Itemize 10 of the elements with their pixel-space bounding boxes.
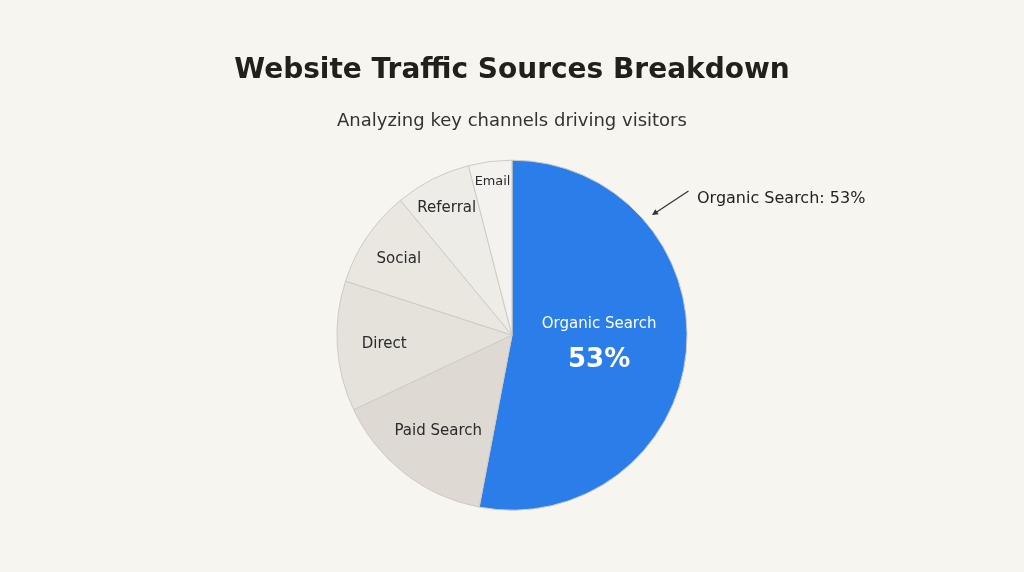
slice-label: Paid Search [394,421,482,440]
slice-label: Organic Search [541,313,657,332]
chart-title: Website Traffic Sources Breakdown [234,51,790,85]
text: Organic Search: 53% [697,188,866,207]
slice-label: Direct [361,334,407,353]
slice-label: Email [474,173,511,189]
slice-label: Referral [417,198,477,217]
slice-label: Social [376,249,422,268]
data-label: 53% [568,342,631,373]
chart-subtitle: Analyzing key channels driving visitors [337,109,687,130]
